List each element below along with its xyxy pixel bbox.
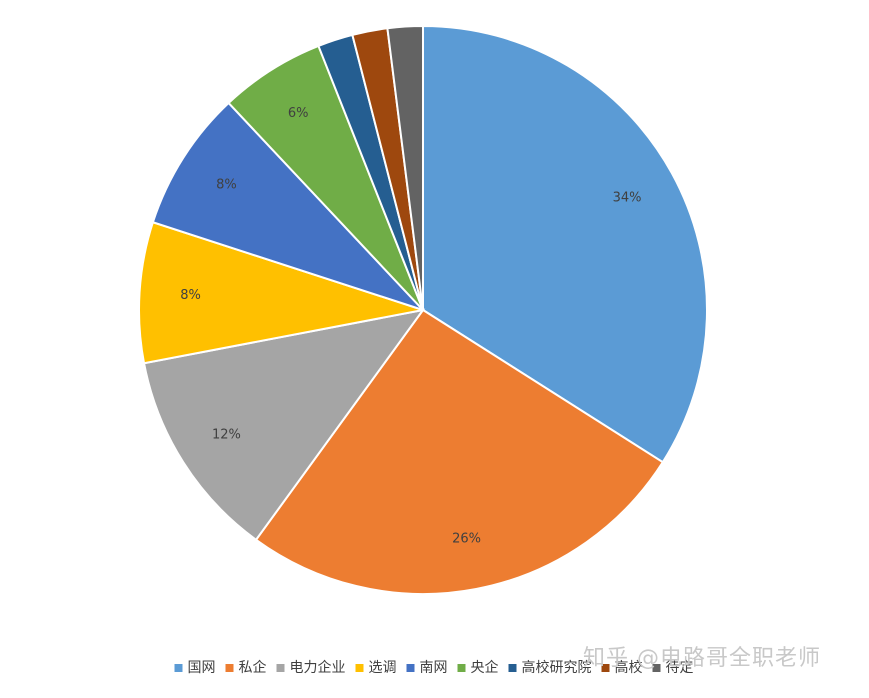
data-label-5: 6% bbox=[288, 106, 309, 121]
data-label-3: 8% bbox=[180, 288, 201, 303]
legend-item-7: 高校 bbox=[601, 659, 643, 676]
pie-slice-1 bbox=[254, 308, 665, 595]
legend-label-5: 央企 bbox=[471, 659, 499, 676]
legend-swatch-7 bbox=[601, 664, 610, 672]
legend-swatch-5 bbox=[457, 664, 466, 672]
legend-label-3: 选调 bbox=[369, 660, 397, 676]
legend-label-2: 电力企业 bbox=[290, 659, 346, 676]
legend-swatch-0 bbox=[174, 664, 183, 672]
legend-swatch-4 bbox=[406, 664, 415, 672]
legend-label-0: 国网 bbox=[188, 660, 216, 676]
pie-data-labels: 34% 26% 12% 8% 8% 6% bbox=[180, 106, 641, 546]
data-label-0: 34% bbox=[613, 190, 642, 205]
legend-swatch-1 bbox=[225, 664, 234, 672]
data-label-2: 12% bbox=[212, 427, 241, 442]
legend-item-6: 高校研究院 bbox=[508, 659, 592, 676]
legend-swatch-2 bbox=[276, 664, 285, 672]
legend-item-0: 国网 bbox=[174, 660, 216, 676]
legend-item-3: 选调 bbox=[355, 660, 397, 676]
pie-slice-0 bbox=[422, 24, 708, 464]
legend-item-5: 央企 bbox=[457, 659, 499, 676]
pie-slice-8 bbox=[386, 24, 424, 311]
chart-legend: 国网 私企 电力企业 选调 南网 央企 高校研究院 高校 待定 bbox=[174, 659, 694, 676]
legend-item-1: 私企 bbox=[225, 659, 267, 676]
legend-item-4: 南网 bbox=[406, 660, 448, 676]
legend-swatch-8 bbox=[652, 664, 661, 672]
legend-swatch-6 bbox=[508, 664, 517, 672]
pie-slice-3 bbox=[138, 220, 424, 365]
legend-item-2: 电力企业 bbox=[276, 659, 346, 676]
legend-label-6: 高校研究院 bbox=[522, 659, 592, 676]
data-label-4: 8% bbox=[216, 178, 237, 193]
legend-label-1: 私企 bbox=[239, 659, 267, 676]
legend-item-8: 待定 bbox=[652, 660, 694, 676]
pie-slice-4 bbox=[151, 101, 424, 311]
data-label-1: 26% bbox=[452, 531, 481, 546]
legend-label-4: 南网 bbox=[420, 660, 448, 676]
legend-swatch-3 bbox=[355, 664, 364, 672]
watermark-text: 知乎 @电路哥全职老师 bbox=[583, 646, 821, 671]
pie-slices bbox=[138, 24, 708, 595]
legend-label-7: 高校 bbox=[615, 659, 643, 676]
pie-slice-2 bbox=[142, 308, 426, 542]
legend-label-8: 待定 bbox=[666, 660, 694, 676]
